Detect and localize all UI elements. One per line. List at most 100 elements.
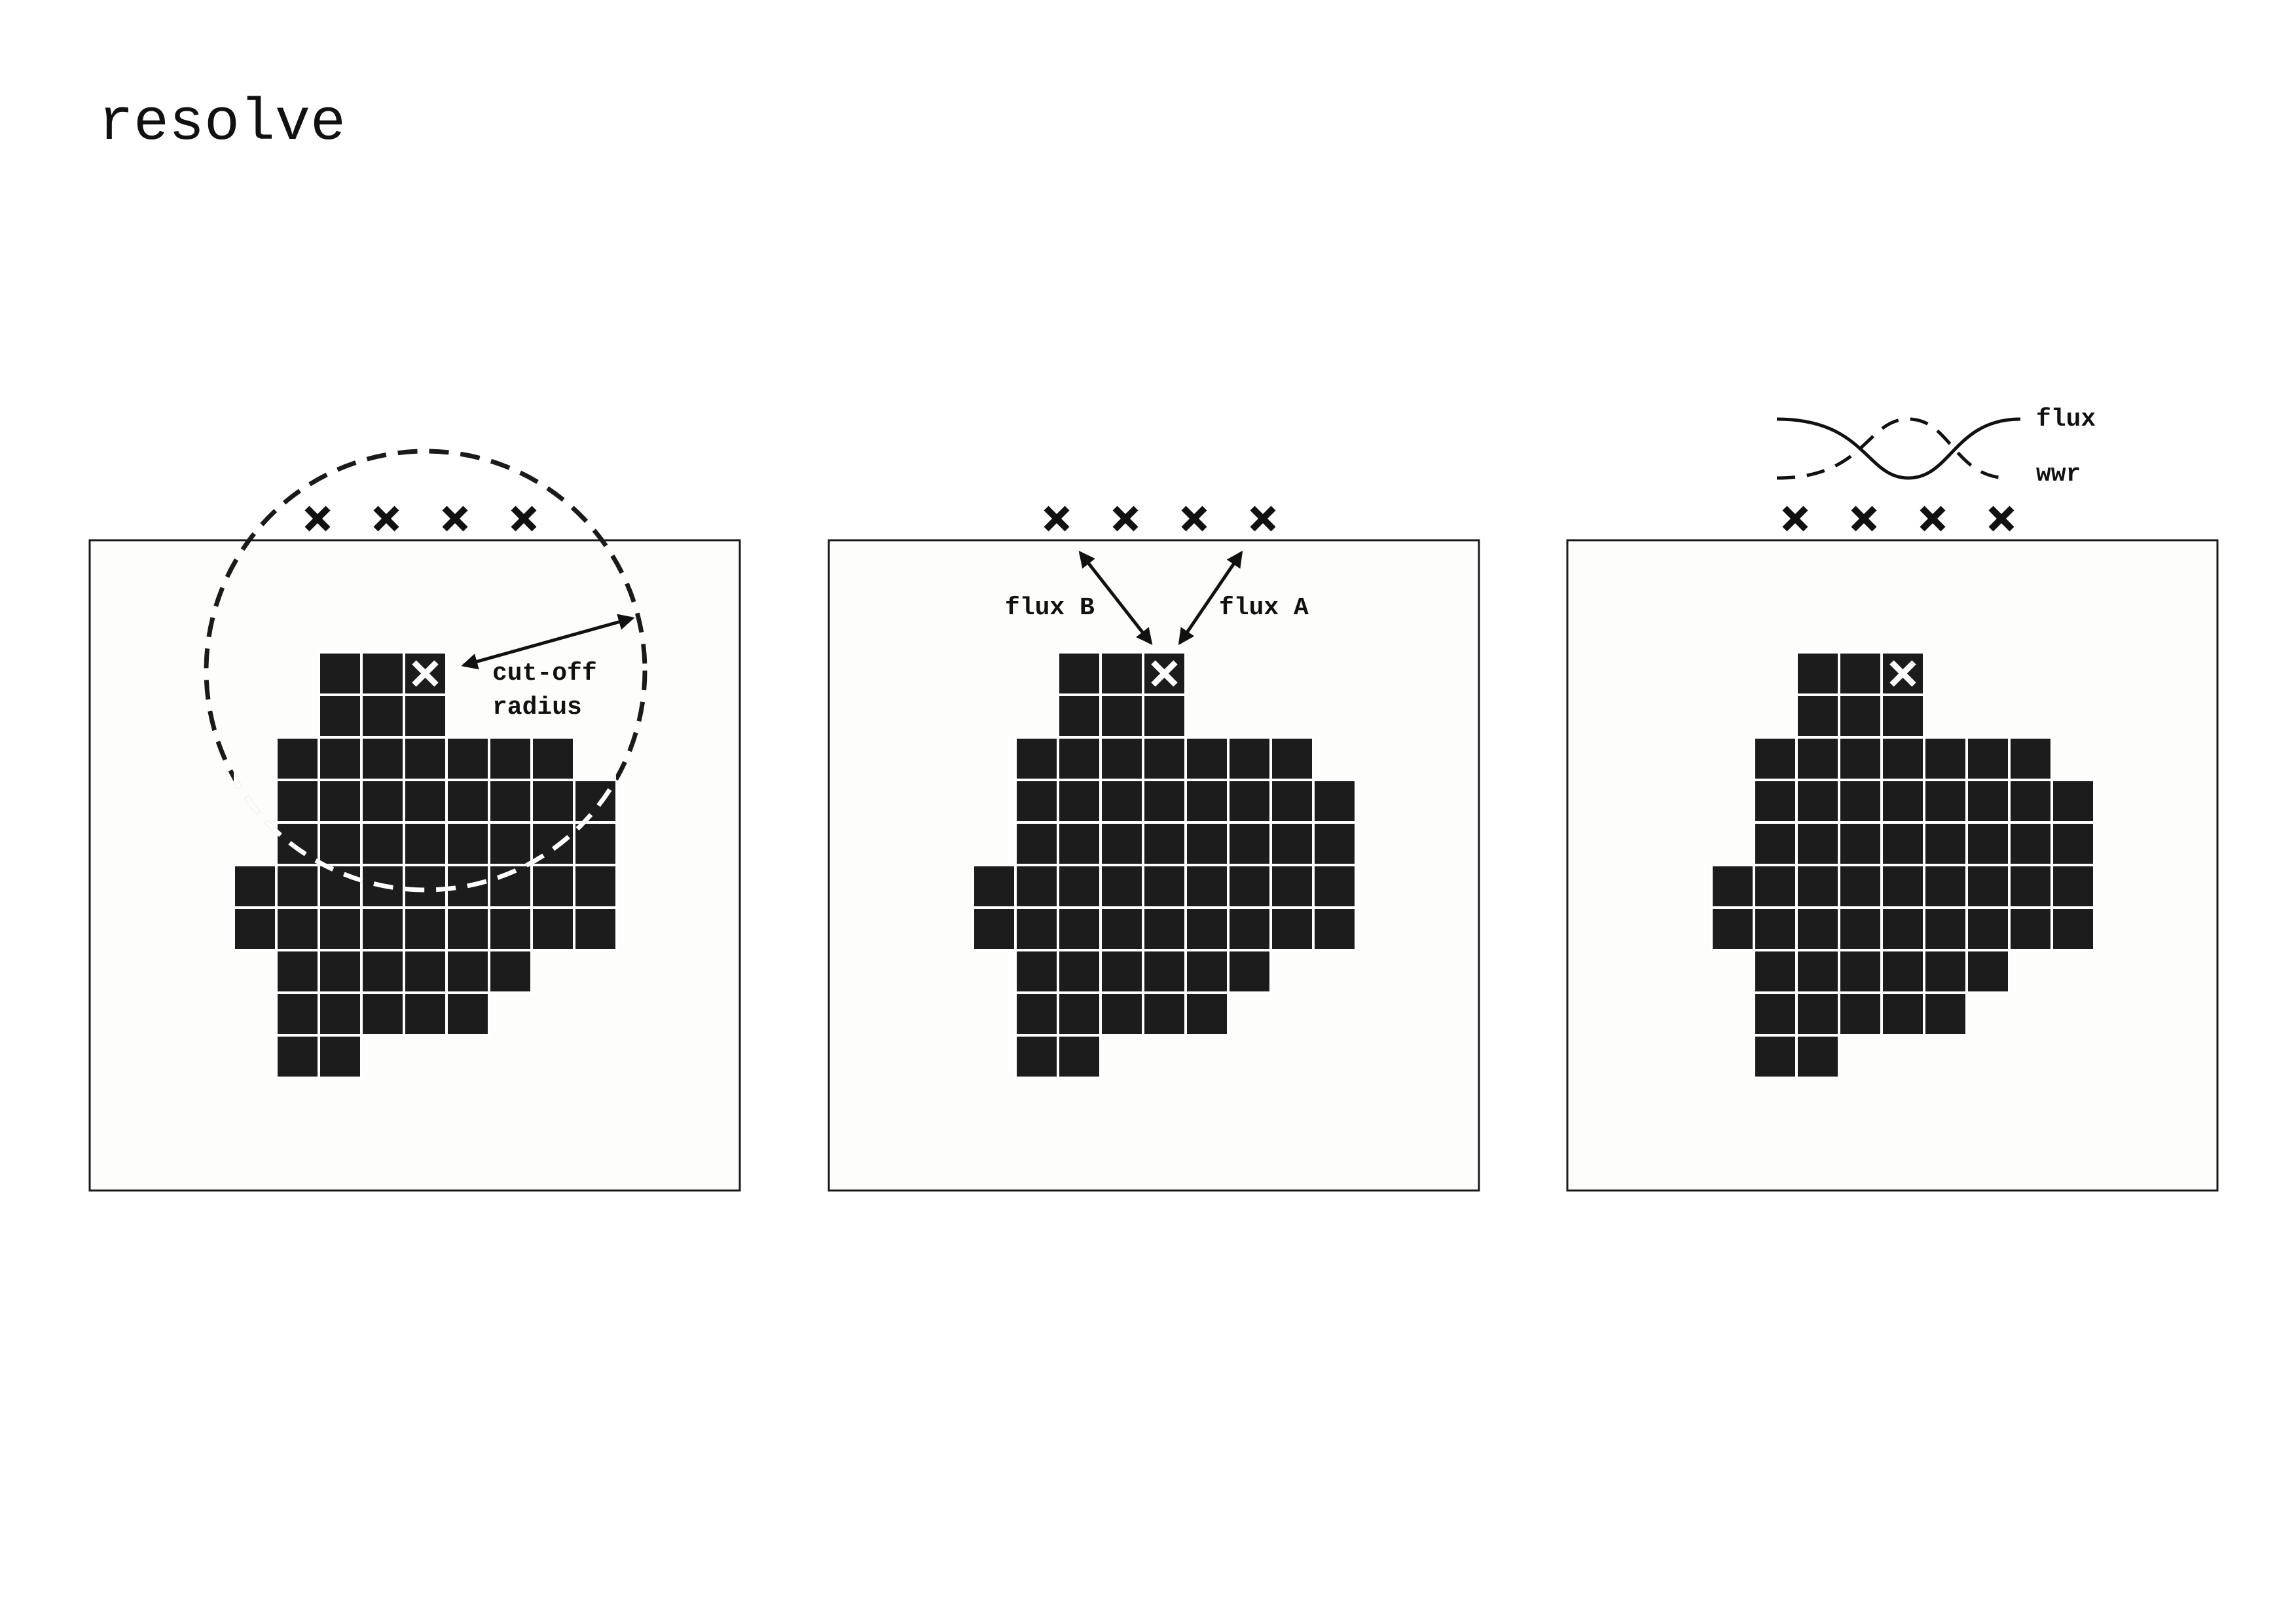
flux-wwr-panel: flux wwr <box>1566 405 2219 1192</box>
grid-cell <box>1227 736 1272 781</box>
grid-cell <box>445 736 490 781</box>
grid-cell <box>318 779 363 824</box>
grid-cell <box>1184 821 1230 866</box>
grid-cell <box>403 906 448 951</box>
sensor-row <box>1782 506 2014 532</box>
grid-cell <box>275 821 320 866</box>
grid-cell <box>1014 949 1059 994</box>
grid-cell <box>1923 906 1968 951</box>
grid-cell <box>1795 736 1840 781</box>
grid-cell <box>445 779 490 824</box>
grid-cell <box>1269 864 1315 909</box>
grid-cell <box>1923 779 1968 824</box>
grid-cell <box>1312 821 1357 866</box>
grid-cell <box>403 736 448 781</box>
grid-cell <box>1838 864 1883 909</box>
grid-cell <box>1838 821 1883 866</box>
grid-cell <box>403 949 448 994</box>
page-title: resolve <box>98 90 346 157</box>
grid-cell <box>1227 821 1272 866</box>
grid-cell <box>488 906 533 951</box>
grid-cell <box>275 864 320 909</box>
grid-cell <box>403 864 448 909</box>
grid-cell <box>1269 736 1315 781</box>
grid-cell <box>1965 821 2011 866</box>
grid-cell <box>1795 779 1840 824</box>
sensor-cross-icon <box>304 506 331 532</box>
grid-cell <box>275 736 320 781</box>
sensor-cross-icon <box>1920 506 1946 532</box>
grid-cell <box>1184 736 1230 781</box>
grid-cell <box>2050 906 2096 951</box>
grid-cell <box>2050 864 2096 909</box>
grid-cell <box>1142 949 1187 994</box>
cell-grid <box>232 651 618 1079</box>
grid-cell <box>360 779 405 824</box>
grid-cell <box>1099 864 1144 909</box>
grid-cell <box>1923 821 1968 866</box>
grid-cell <box>360 906 405 951</box>
grid-cell <box>1838 779 1883 824</box>
grid-cell <box>1014 906 1059 951</box>
grid-cell <box>2050 821 2096 866</box>
flux-curve <box>1776 417 2021 480</box>
grid-cell <box>318 1034 363 1079</box>
grid-cell <box>1312 864 1357 909</box>
grid-cell <box>275 949 320 994</box>
grid-cell <box>1795 906 1840 951</box>
selected-cell-cross-icon <box>1889 660 1916 687</box>
grid-cell <box>1312 906 1357 951</box>
grid-cell <box>232 864 278 909</box>
grid-cell <box>445 906 490 951</box>
grid-cell <box>573 864 618 909</box>
grid-cell <box>1923 949 1968 994</box>
sensor-row <box>1044 506 1276 532</box>
grid-cell <box>1227 864 1272 909</box>
grid-cell <box>1057 949 1102 994</box>
grid-cell <box>488 949 533 994</box>
grid-cell <box>573 779 618 824</box>
grid-cell <box>1057 864 1102 909</box>
selected-cell-cross-icon <box>1151 660 1178 687</box>
legend-flux-label: flux <box>2036 405 2096 434</box>
grid-cell <box>1880 779 1925 824</box>
grid-cell <box>275 1034 320 1079</box>
grid-cell <box>1014 864 1059 909</box>
grid-cell <box>1142 906 1187 951</box>
grid-cell <box>1753 906 1798 951</box>
grid-cell <box>2008 779 2053 824</box>
grid-cell <box>275 991 320 1037</box>
grid-cell <box>445 991 490 1037</box>
grid-cell <box>1880 906 1925 951</box>
grid-cell <box>1923 736 1968 781</box>
grid-cell <box>1923 991 1968 1037</box>
grid-cell <box>1965 864 2011 909</box>
grid-cell <box>1880 821 1925 866</box>
grid-cell <box>1965 949 2011 994</box>
cutoff-label-line1: cut-off <box>492 659 597 688</box>
grid-cell <box>1880 736 1925 781</box>
grid-cell <box>1753 779 1798 824</box>
flux-b-label: flux B <box>1005 594 1095 622</box>
sensor-cross-icon <box>1851 506 1877 532</box>
grid-cell <box>1099 779 1144 824</box>
grid-cell <box>1795 821 1840 866</box>
grid-cell <box>1057 991 1102 1037</box>
grid-cell <box>1795 651 1840 696</box>
grid-cell <box>1014 821 1059 866</box>
grid-cell <box>1838 949 1883 994</box>
grid-cell <box>403 651 448 696</box>
cell-grid <box>972 651 1357 1079</box>
grid-cell <box>1014 736 1059 781</box>
grid-cell <box>1014 991 1059 1037</box>
grid-cell <box>972 864 1017 909</box>
grid-cell <box>318 693 363 739</box>
grid-cell <box>1753 864 1798 909</box>
grid-cell <box>1142 991 1187 1037</box>
grid-cell <box>1142 821 1187 866</box>
grid-cell <box>1838 651 1883 696</box>
grid-cell <box>530 736 575 781</box>
grid-cell <box>403 821 448 866</box>
cut-off-radius-panel: cut-off radius <box>88 449 741 1192</box>
